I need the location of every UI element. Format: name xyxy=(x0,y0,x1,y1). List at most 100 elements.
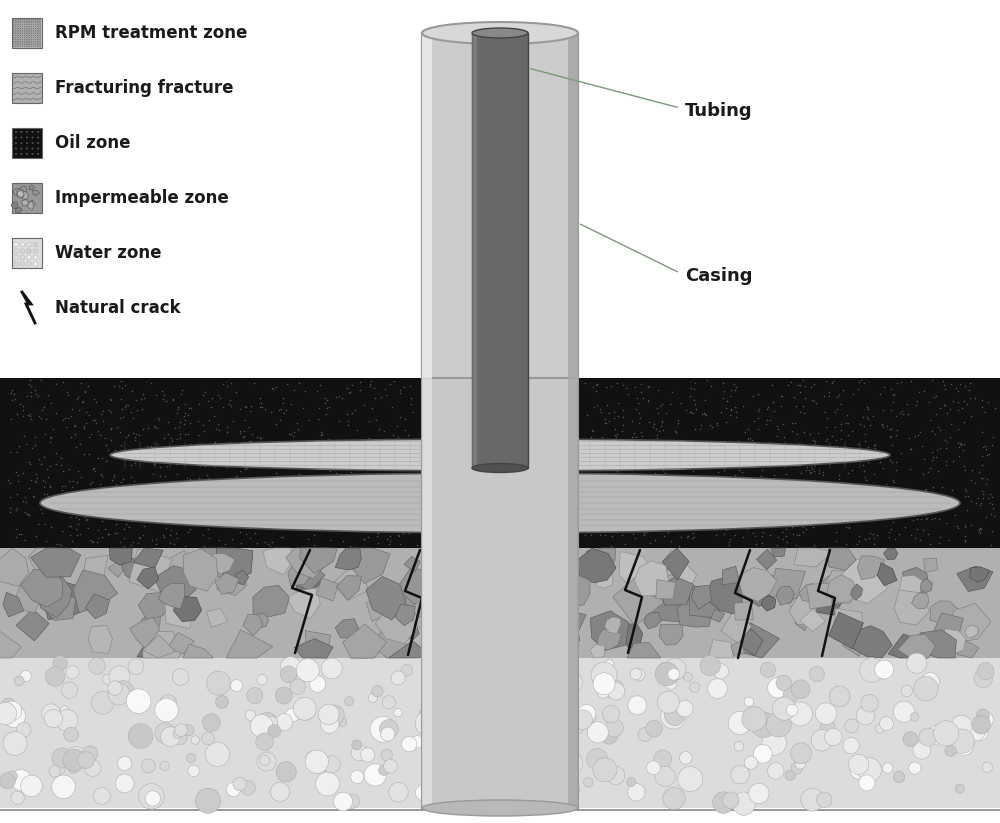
Polygon shape xyxy=(884,548,898,560)
Point xyxy=(396,477,412,490)
Point xyxy=(40,489,56,502)
Point xyxy=(15,467,31,480)
Point xyxy=(378,388,394,402)
Point xyxy=(245,472,261,485)
Circle shape xyxy=(530,772,547,789)
Point xyxy=(158,394,174,407)
Point xyxy=(609,464,625,477)
Point xyxy=(722,409,738,422)
Polygon shape xyxy=(898,635,935,658)
Point xyxy=(274,471,290,484)
Point xyxy=(2,477,18,490)
Point xyxy=(97,493,113,506)
Polygon shape xyxy=(403,621,419,639)
Point xyxy=(984,491,1000,504)
Point xyxy=(829,402,845,416)
Circle shape xyxy=(231,680,243,691)
Point xyxy=(72,437,88,450)
Point xyxy=(241,421,257,434)
Point xyxy=(308,514,324,527)
Point xyxy=(907,430,923,443)
Point xyxy=(685,407,701,420)
Point xyxy=(291,376,307,389)
Point xyxy=(631,416,647,430)
Polygon shape xyxy=(756,549,777,570)
Point xyxy=(718,415,734,428)
Point xyxy=(956,394,972,407)
Point xyxy=(70,464,86,477)
Point xyxy=(786,451,802,464)
Circle shape xyxy=(913,742,931,759)
Point xyxy=(817,406,833,419)
Circle shape xyxy=(817,792,832,807)
Point xyxy=(967,477,983,490)
Point xyxy=(64,488,80,501)
Point xyxy=(987,402,1000,415)
Point xyxy=(357,509,373,522)
Polygon shape xyxy=(634,561,668,596)
Circle shape xyxy=(195,788,221,813)
Bar xyxy=(12,128,42,158)
Point xyxy=(774,525,790,538)
Circle shape xyxy=(296,658,319,681)
Point xyxy=(743,507,759,520)
Point xyxy=(745,514,761,527)
Point xyxy=(92,478,108,491)
Point xyxy=(796,425,812,439)
Point xyxy=(606,440,622,453)
Polygon shape xyxy=(816,587,843,615)
Point xyxy=(750,404,766,417)
Point xyxy=(896,500,912,513)
Point xyxy=(736,493,752,506)
Polygon shape xyxy=(843,626,867,656)
Point xyxy=(405,512,421,525)
Point xyxy=(402,470,418,483)
Point xyxy=(27,383,43,396)
Point xyxy=(764,379,780,392)
Point xyxy=(332,519,348,532)
Circle shape xyxy=(32,153,34,155)
Polygon shape xyxy=(466,623,484,638)
Point xyxy=(803,465,819,478)
Point xyxy=(835,384,851,397)
Point xyxy=(918,482,934,495)
Point xyxy=(592,455,608,468)
Point xyxy=(349,423,365,436)
Point xyxy=(957,482,973,495)
Point xyxy=(219,500,235,513)
Point xyxy=(93,467,109,481)
Point xyxy=(649,505,665,518)
Point xyxy=(696,449,712,463)
Point xyxy=(9,501,25,514)
Point xyxy=(926,390,942,403)
Point xyxy=(397,423,413,436)
Point xyxy=(219,459,235,472)
Point xyxy=(60,412,76,425)
Point xyxy=(407,480,423,493)
Point xyxy=(283,427,299,440)
Point xyxy=(850,383,866,396)
Point xyxy=(599,473,615,486)
Polygon shape xyxy=(361,640,381,658)
Point xyxy=(9,408,25,421)
Point xyxy=(831,388,847,402)
Point xyxy=(162,537,178,550)
Point xyxy=(774,389,790,402)
Point xyxy=(145,467,161,481)
Point xyxy=(305,493,321,506)
Point xyxy=(254,471,270,484)
Point xyxy=(257,402,273,416)
Point xyxy=(78,416,94,430)
Point xyxy=(228,438,244,451)
Point xyxy=(982,496,998,509)
Point xyxy=(116,532,132,545)
Circle shape xyxy=(372,686,383,697)
Point xyxy=(53,458,69,472)
Point xyxy=(176,440,192,453)
Polygon shape xyxy=(742,635,757,649)
Point xyxy=(208,499,224,512)
Point xyxy=(612,486,628,499)
Point xyxy=(623,477,639,491)
Point xyxy=(651,425,667,438)
Point xyxy=(242,449,258,462)
